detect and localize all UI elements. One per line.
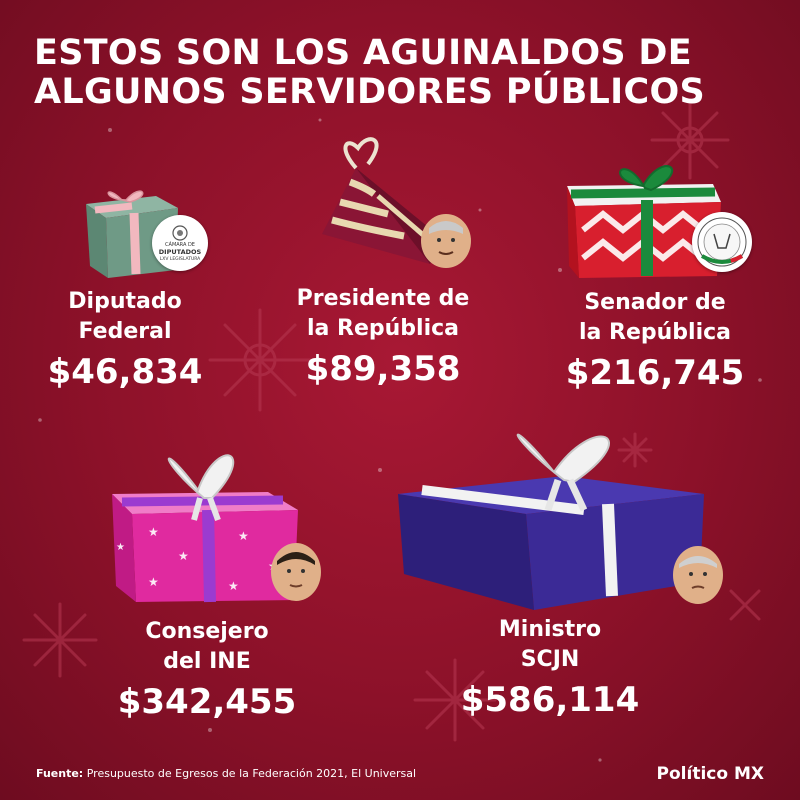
source-label: Fuente: <box>36 767 84 780</box>
gift-consejero: ★★ ★★ ★★ ★ <box>112 454 298 603</box>
svg-text:★: ★ <box>148 525 159 539</box>
seal-text-line-3: LXV LEGISLATURA <box>159 257 201 262</box>
item-name-line-2: la República <box>306 316 460 341</box>
svg-text:★: ★ <box>116 542 125 553</box>
item-name-line-1: Presidente de <box>296 286 470 311</box>
item-name-line-1: Diputado <box>68 289 182 314</box>
gift-ministro <box>398 433 704 610</box>
svg-text:★: ★ <box>238 529 249 543</box>
title-line-1: ESTOS SON LOS AGUINALDOS DE <box>34 33 692 73</box>
seal-text-line-1: CÁMARA DE <box>165 242 195 248</box>
ministro-face-icon <box>673 546 723 604</box>
item-amount: $46,834 <box>47 352 203 392</box>
svg-text:★: ★ <box>228 579 239 593</box>
item-name-line-2: Federal <box>78 319 172 344</box>
eagle-logo-icon <box>172 225 188 241</box>
item-name-line-1: Ministro <box>498 617 602 642</box>
item-name-line-2: SCJN <box>520 647 580 672</box>
item-diputado: Diputado Federal $46,834 <box>40 287 210 394</box>
item-ministro: Ministro SCJN $586,114 <box>455 615 645 722</box>
gift-senador <box>567 165 721 278</box>
source-footer: Fuente: Presupuesto de Egresos de la Fed… <box>36 767 416 780</box>
item-name-line-2: la República <box>578 320 732 345</box>
item-presidente: Presidente de la República $89,358 <box>288 284 478 391</box>
item-amount: $586,114 <box>460 680 640 720</box>
title-line-2: ALGUNOS SERVIDORES PÚBLICOS <box>34 72 706 112</box>
svg-text:★: ★ <box>148 575 159 589</box>
item-amount: $89,358 <box>305 349 461 389</box>
presidente-face-icon <box>421 214 471 268</box>
page-title: ESTOS SON LOS AGUINALDOS DE ALGUNOS SERV… <box>34 34 774 112</box>
senado-seal <box>692 212 752 272</box>
item-name-line-1: Senador de <box>584 290 726 315</box>
item-name-line-1: Consejero <box>145 619 269 644</box>
camara-diputados-seal: CÁMARA DE DIPUTADOS LXV LEGISLATURA <box>152 215 208 271</box>
item-name-line-2: del INE <box>163 649 251 674</box>
source-text: Presupuesto de Egresos de la Federación … <box>86 767 417 780</box>
item-senador: Senador de la República $216,745 <box>555 288 755 395</box>
seal-text-line-2: DIPUTADOS <box>158 248 202 256</box>
senado-logo-icon <box>697 217 747 267</box>
brand-logo: Político MX <box>656 764 764 784</box>
svg-text:★: ★ <box>178 549 189 563</box>
item-consejero: Consejero del INE $342,455 <box>112 617 302 724</box>
consejero-face-icon <box>271 543 321 601</box>
item-amount: $342,455 <box>117 682 297 722</box>
item-amount: $216,745 <box>565 353 745 393</box>
